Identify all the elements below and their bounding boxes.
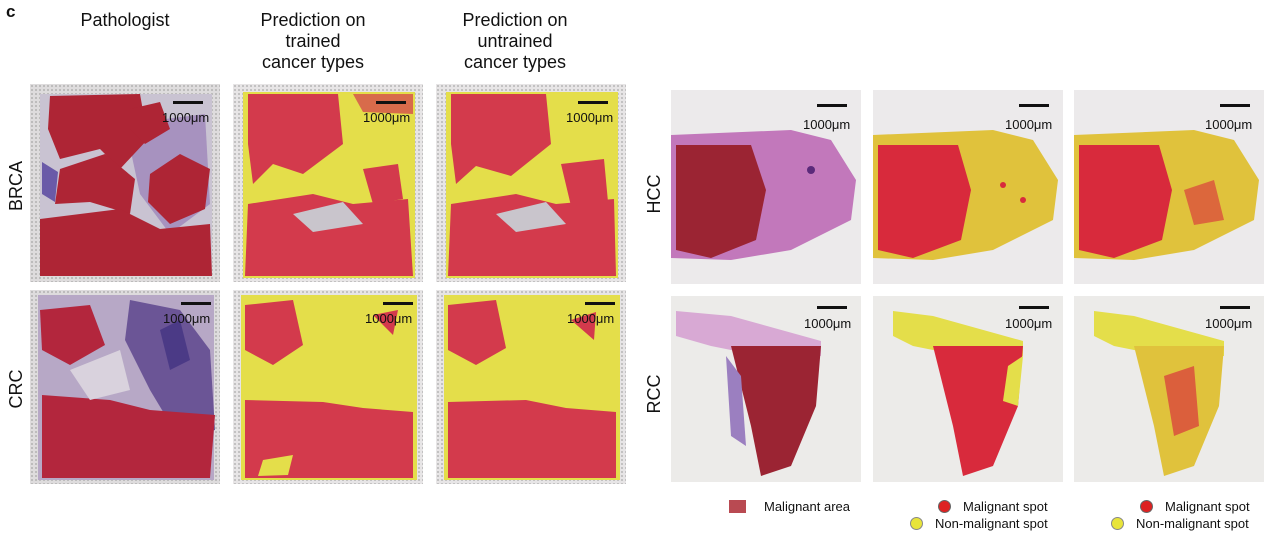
crc-trained-tile: [233, 290, 423, 484]
legend-malignant-area-label: Malignant area: [764, 499, 850, 514]
rcc-untrained-scale-label: 1000μm: [1205, 316, 1253, 331]
column-header-pathologist: Pathologist: [80, 10, 170, 30]
hcc-trained-tile: [873, 90, 1063, 284]
brca-trained-scalebar: [376, 101, 406, 104]
brca-pathologist-scale-label: 1000μm: [162, 110, 210, 125]
rcc-pathologist-tile: [671, 296, 861, 482]
legend-malignant-spot-2: Malignant spot: [1140, 499, 1250, 514]
crc-trained-scale-label: 1000μm: [365, 311, 413, 326]
hcc-pathologist-scale-label: 1000μm: [803, 117, 851, 132]
brca-trained-tile: [233, 84, 423, 282]
rcc-trained-scalebar: [1019, 306, 1049, 309]
row-label-crc: CRC: [6, 369, 26, 409]
column-header-untrained: Prediction on untrained cancer types: [462, 10, 568, 72]
hcc-pathologist-scalebar: [817, 104, 847, 107]
brca-untrained-scale-label: 1000μm: [566, 110, 614, 125]
legend-non-malignant-spot-1: Non-malignant spot: [910, 516, 1048, 531]
brca-trained-scale-label: 1000μm: [363, 110, 411, 125]
crc-untrained-scalebar: [585, 302, 615, 305]
brca-untrained-scalebar: [578, 101, 608, 104]
legend-malignant-spot-1: Malignant spot: [938, 499, 1048, 514]
legend-malignant-spot-label-2: Malignant spot: [1165, 499, 1250, 514]
rcc-trained-scale-label: 1000μm: [1005, 316, 1053, 331]
column-header-trained: Prediction on trained cancer types: [260, 10, 366, 72]
row-label-hcc: HCC: [644, 174, 664, 214]
hcc-pathologist-tile: [671, 90, 861, 284]
rcc-pathologist-scale-label: 1000μm: [804, 316, 852, 331]
rcc-untrained-tile: [1074, 296, 1264, 482]
rcc-pathologist-scalebar: [817, 306, 847, 309]
brca-pathologist-tile: [30, 84, 220, 282]
crc-pathologist-tile: [30, 290, 220, 484]
malignant-spot-dot: [938, 500, 951, 513]
malignant-area-swatch: [729, 500, 746, 513]
row-label-rcc: RCC: [644, 374, 664, 414]
crc-untrained-tile: [436, 290, 626, 484]
brca-pathologist-scalebar: [173, 101, 203, 104]
legend-non-malignant-spot-label-2: Non-malignant spot: [1136, 516, 1249, 531]
rcc-untrained-scalebar: [1220, 306, 1250, 309]
panel-letter: c: [6, 2, 16, 21]
hcc-untrained-tile: [1074, 90, 1264, 284]
rcc-trained-tile: [873, 296, 1063, 482]
hcc-untrained-scalebar: [1220, 104, 1250, 107]
crc-pathologist-scalebar: [181, 302, 211, 305]
non-malignant-spot-dot: [910, 517, 923, 530]
legend-malignant-spot-label-1: Malignant spot: [963, 499, 1048, 514]
legend-malignant-area: Malignant area: [729, 499, 850, 514]
crc-untrained-scale-label: 1000μm: [567, 311, 615, 326]
malignant-spot-dot-2: [1140, 500, 1153, 513]
row-label-brca: BRCA: [6, 161, 26, 212]
non-malignant-spot-dot-2: [1111, 517, 1124, 530]
brca-untrained-tile: [436, 84, 626, 282]
hcc-untrained-scale-label: 1000μm: [1205, 117, 1253, 132]
hcc-trained-scale-label: 1000μm: [1005, 117, 1053, 132]
legend-non-malignant-spot-2: Non-malignant spot: [1111, 516, 1249, 531]
hcc-trained-scalebar: [1019, 104, 1049, 107]
crc-trained-scalebar: [383, 302, 413, 305]
crc-pathologist-scale-label: 1000μm: [163, 311, 211, 326]
legend-non-malignant-spot-label-1: Non-malignant spot: [935, 516, 1048, 531]
